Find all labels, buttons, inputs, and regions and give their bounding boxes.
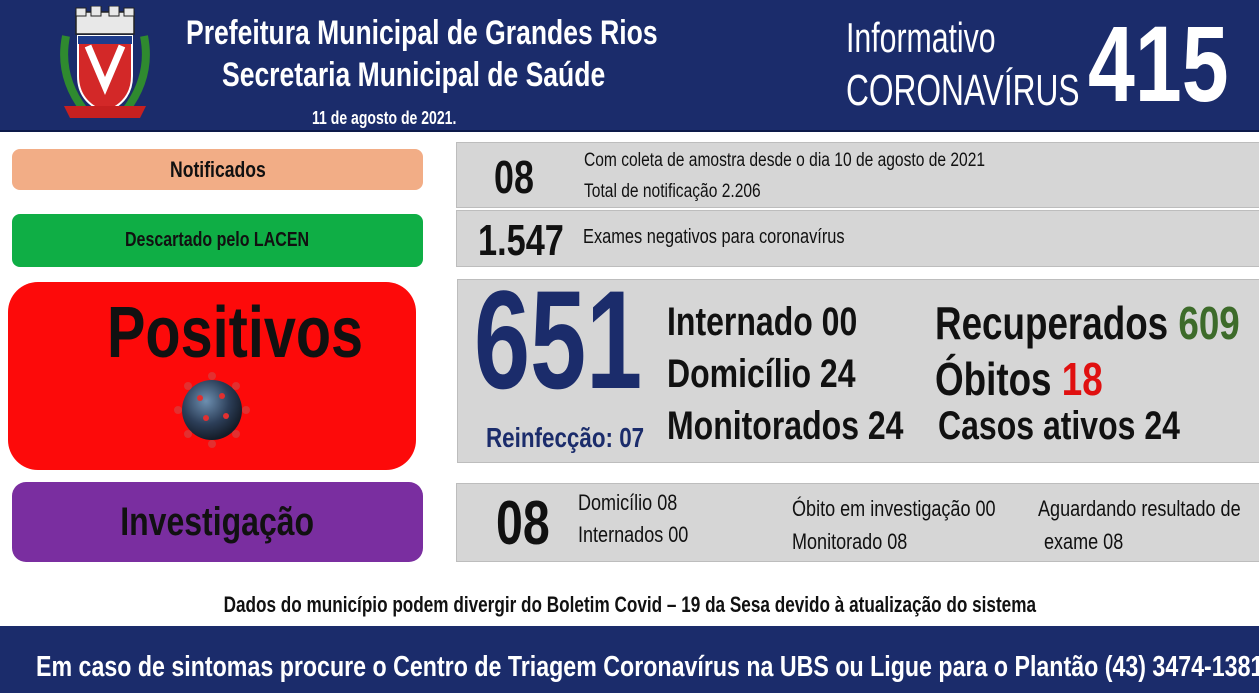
- notificados-pill: Notificados: [12, 149, 423, 190]
- descartado-label: Descartado pelo LACEN: [125, 229, 310, 251]
- recuperados-value: 609: [1178, 297, 1240, 349]
- notificados-panel: [456, 142, 1259, 208]
- reinfeccao-text: Reinfecção: 07: [486, 422, 645, 453]
- notificados-value: 08: [494, 151, 534, 203]
- descartado-panel: [456, 210, 1259, 267]
- inv-aguardando-line2: exame 08: [1044, 529, 1124, 554]
- casos-ativos-text: Casos ativos 24: [938, 404, 1180, 448]
- descartado-value: 1.547: [478, 216, 564, 265]
- monitorados-text: Monitorados 24: [667, 404, 904, 448]
- inv-domicilio-text: Domicílio 08: [578, 490, 678, 515]
- investigacao-panel: [456, 483, 1259, 562]
- info-topic: CORONAVÍRUS: [846, 66, 1080, 115]
- notificados-line1: Com coleta de amostra desde o dia 10 de …: [584, 150, 986, 171]
- descartado-text: Exames negativos para coronavírus: [583, 226, 845, 248]
- positivos-panel: [457, 279, 1259, 463]
- investigacao-pill: Investigação: [12, 482, 423, 562]
- bulletin-date: 11 de agosto de 2021.: [312, 108, 457, 128]
- domicilio-text: Domicílio 24: [667, 352, 856, 396]
- coat-of-arms-icon: [58, 5, 152, 126]
- virus-icon: [170, 368, 254, 452]
- header-bar: [0, 0, 1259, 132]
- notificados-line2: Total de notificação 2.206: [584, 181, 761, 202]
- notificados-label: Notificados: [169, 156, 266, 182]
- obitos-label: Óbitos: [935, 353, 1052, 405]
- inv-internados-text: Internados 00: [578, 522, 689, 547]
- positivos-label: Positivos: [107, 293, 364, 373]
- inv-obito-text: Óbito em investigação 00: [792, 496, 996, 521]
- bulletin-number: 415: [1088, 3, 1229, 124]
- footer-contact-text: Em caso de sintomas procure o Centro de …: [36, 651, 1259, 683]
- investigacao-value: 08: [496, 489, 550, 558]
- inv-aguardando-line1: Aguardando resultado de: [1038, 496, 1241, 521]
- internado-text: Internado 00: [667, 300, 858, 344]
- header-subtitle: Secretaria Municipal de Saúde: [222, 56, 606, 94]
- footer-note-text: Dados do município podem divergir do Bol…: [223, 592, 1036, 617]
- positivos-value: 651: [474, 261, 643, 418]
- inv-monitorado-text: Monitorado 08: [792, 529, 908, 554]
- footer-note: Dados do município podem divergir do Bol…: [0, 592, 1259, 618]
- header-title: Prefeitura Municipal de Grandes Rios: [186, 14, 658, 52]
- investigacao-label: Investigação: [120, 499, 315, 544]
- recuperados-label: Recuperados: [935, 297, 1169, 349]
- info-label: Informativo: [846, 14, 996, 61]
- obitos-value: 18: [1061, 353, 1103, 405]
- footer-bar: [0, 626, 1259, 693]
- descartado-pill: Descartado pelo LACEN: [12, 214, 423, 267]
